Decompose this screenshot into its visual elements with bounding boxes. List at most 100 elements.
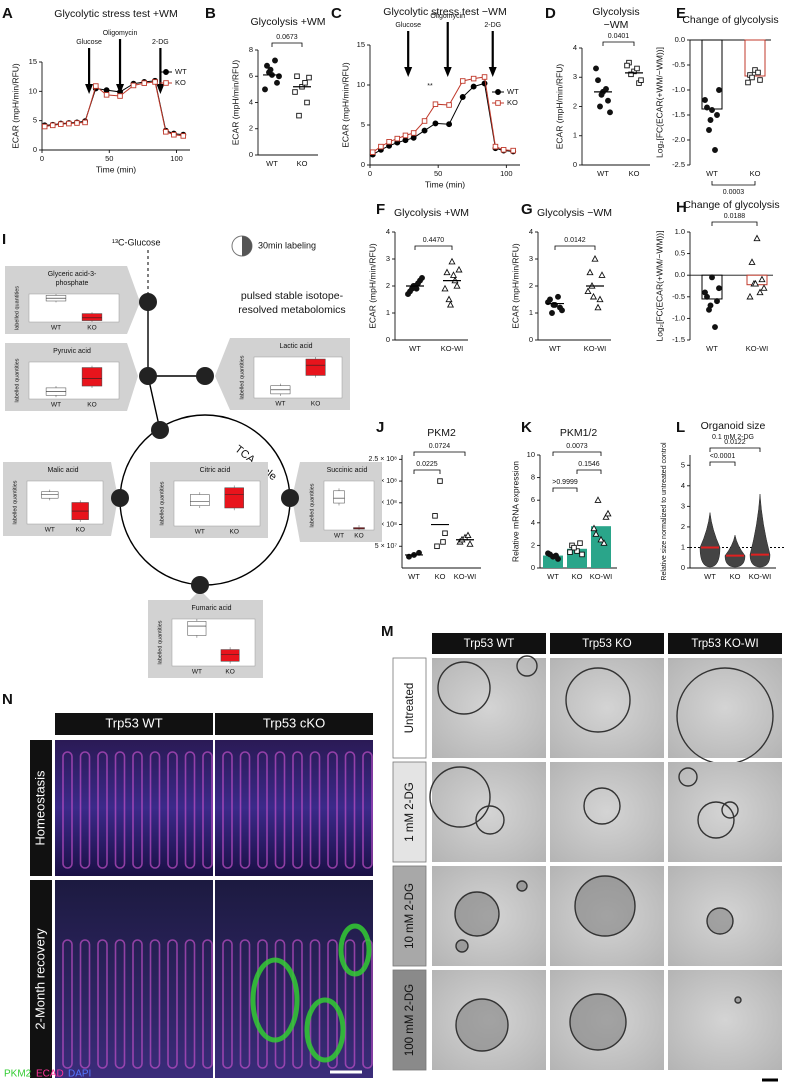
x-tick-label: WT <box>549 344 561 353</box>
mini-plot <box>26 480 104 525</box>
column-header-label: Trp53 WT <box>464 638 515 650</box>
chart-title: Glycolytic stress test +WM <box>54 8 177 20</box>
column-header <box>55 713 213 735</box>
series-point <box>394 135 401 142</box>
legend-marker <box>163 69 169 75</box>
panel-label: N <box>2 691 13 708</box>
event-label: 2-DG <box>152 39 169 46</box>
crypt <box>79 939 91 1069</box>
chart-title: Change of glycolysis <box>682 14 778 26</box>
crypt <box>274 751 286 869</box>
row-header-label: Untreated <box>404 683 416 734</box>
y-tick-label: 2 × 10⁸ <box>374 478 397 485</box>
x-tick-label: WT <box>704 572 716 581</box>
group-label: KO <box>225 669 234 676</box>
timer-label: 30min labeling <box>258 240 316 250</box>
legend-marker <box>495 100 501 106</box>
data-point <box>748 258 756 265</box>
data-point <box>709 274 715 281</box>
y-tick-label: 3 <box>386 254 390 263</box>
data-point <box>449 271 458 278</box>
data-point <box>567 549 573 555</box>
data-point <box>445 295 453 303</box>
y-tick-label: 4 <box>386 227 390 236</box>
p-value: 0.0673 <box>276 34 298 41</box>
event-label: Glucose <box>395 22 421 29</box>
x-tick-label: KO <box>730 572 741 581</box>
series-point <box>50 122 56 129</box>
data-point <box>594 496 602 503</box>
crypt <box>202 751 213 869</box>
x-tick-label: 0 <box>368 169 372 178</box>
data-point <box>758 275 766 283</box>
x-tick-label: WT <box>597 169 609 178</box>
chart-subtitle: 0.1 mM 2-DG <box>712 434 754 441</box>
y-axis-label: ECAR (mpH/min/RFU) <box>510 243 520 329</box>
metabolite-name: Lactic acid <box>279 343 312 350</box>
series-point <box>481 74 488 80</box>
x-tick-label: WT <box>409 344 421 353</box>
significance: ** <box>427 83 433 90</box>
crypt <box>167 939 178 1069</box>
y-tick-label: 1 <box>573 131 577 140</box>
y-axis-label: ECAR (mpH/min/RFU) <box>554 64 564 150</box>
organoid <box>455 998 509 1052</box>
x-tick-label: 100 <box>170 154 183 163</box>
organoid <box>574 875 636 937</box>
panel-label: G <box>521 201 533 218</box>
data-point <box>446 300 455 308</box>
organoid <box>721 801 739 819</box>
organoid <box>454 891 500 937</box>
crypt <box>222 939 233 1069</box>
data-point <box>594 303 602 311</box>
y-tick-label: 4 <box>529 227 533 236</box>
metabolite-name: Citric acid <box>200 467 231 474</box>
panel-label: L <box>676 419 685 436</box>
panel-label: D <box>545 5 556 22</box>
y-tick-label: 10 <box>357 80 365 89</box>
panel-label: A <box>2 5 13 22</box>
event-arrowhead <box>488 67 497 77</box>
p-value: 0.0724 <box>429 443 451 450</box>
data-point <box>597 535 605 543</box>
series-point <box>130 82 137 89</box>
y-tick-label: -1.0 <box>672 85 685 94</box>
violin <box>699 512 721 568</box>
pathway-node <box>196 367 214 385</box>
crypt <box>184 751 196 869</box>
row-header-label: 1 mM 2-DG <box>404 782 416 841</box>
y-tick-label: 0 <box>361 160 365 169</box>
chart-title: Glycolysis +WM <box>251 16 326 28</box>
chart-title: Glycolytic stress test −WM <box>383 6 506 18</box>
y-tick-label: -1.0 <box>672 313 685 322</box>
organoid-image <box>550 762 664 862</box>
box <box>305 358 326 376</box>
mini-y-label: labelled quantities <box>12 480 18 524</box>
organoid-image <box>668 762 782 862</box>
crypt <box>257 751 268 869</box>
x-tick-label: KO <box>750 169 761 178</box>
method-label: resolved metabolomics <box>238 304 345 316</box>
organoid <box>516 655 538 677</box>
row-header-label: 100 mM 2-DG <box>404 984 416 1056</box>
series-point <box>180 133 187 139</box>
series-point <box>369 149 376 155</box>
series-point <box>432 101 439 107</box>
series-point <box>378 143 384 150</box>
data-point <box>464 531 472 539</box>
data-point <box>755 69 761 76</box>
crypt <box>309 751 321 869</box>
y-tick-label: 0 <box>529 335 533 344</box>
series-point <box>432 120 439 127</box>
p-value: 0.0073 <box>566 443 588 450</box>
chart-title: Glycolysis <box>592 6 639 18</box>
timer-fill <box>242 236 252 256</box>
y-tick-label: 5 × 10⁷ <box>375 543 398 550</box>
pathway-node <box>111 489 129 507</box>
data-point <box>628 71 634 78</box>
y-tick-label: 2 <box>681 522 685 531</box>
panel-label: E <box>676 5 686 22</box>
data-point <box>443 268 451 276</box>
series-point <box>470 75 477 82</box>
series-point <box>103 87 110 94</box>
